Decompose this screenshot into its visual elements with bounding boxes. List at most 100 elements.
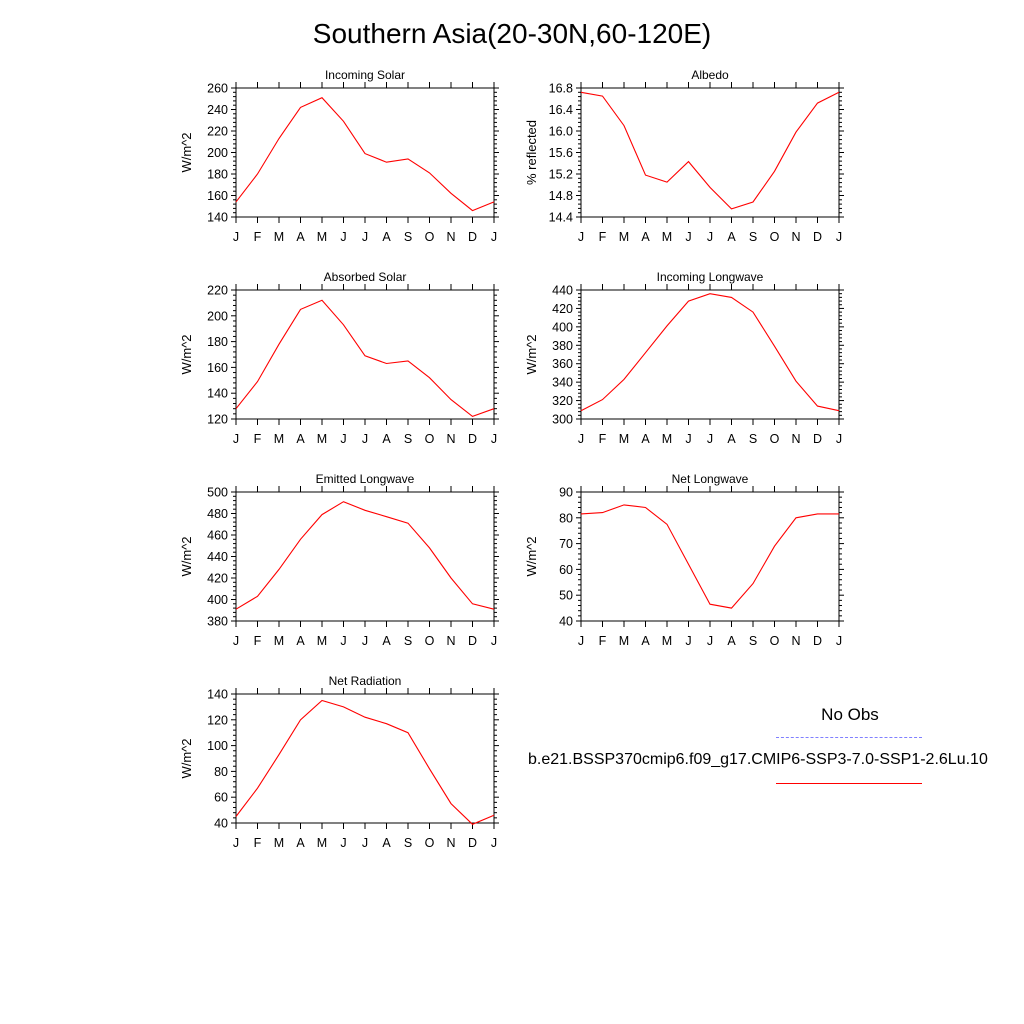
x-tick-label: N <box>791 634 800 648</box>
x-tick-label: M <box>619 432 629 446</box>
x-tick-label: O <box>425 836 435 850</box>
plot-frame <box>580 491 840 622</box>
legend-obs-line <box>776 737 922 738</box>
x-tick-label: M <box>317 432 327 446</box>
x-tick-label: O <box>770 432 780 446</box>
y-tick-label: 100 <box>207 739 228 753</box>
y-tick-label: 380 <box>552 339 573 353</box>
x-tick-label: A <box>727 432 736 446</box>
y-tick-label: 160 <box>207 361 228 375</box>
x-tick-label: A <box>296 230 305 244</box>
x-tick-label: N <box>446 432 455 446</box>
y-tick-label: 120 <box>207 713 228 727</box>
x-tick-label: F <box>599 230 607 244</box>
y-tick-label: 70 <box>559 537 573 551</box>
x-tick-label: J <box>233 230 239 244</box>
y-tick-label: 420 <box>207 572 228 586</box>
x-tick-label: J <box>233 634 239 648</box>
y-tick-label: 80 <box>559 511 573 525</box>
y-tick-label: 16.8 <box>549 82 573 96</box>
x-tick-label: A <box>641 634 650 648</box>
y-tick-label: 200 <box>207 146 228 160</box>
x-tick-label: J <box>836 432 842 446</box>
x-tick-label: J <box>340 634 346 648</box>
y-tick-label: 180 <box>207 335 228 349</box>
x-tick-label: F <box>254 432 262 446</box>
y-tick-label: 420 <box>552 302 573 316</box>
y-tick-label: 360 <box>552 357 573 371</box>
y-tick-label: 440 <box>207 550 228 564</box>
panel-title: Incoming Solar <box>325 68 405 82</box>
plot-frame <box>580 87 840 218</box>
series-line <box>235 299 495 418</box>
y-tick-label: 320 <box>552 394 573 408</box>
x-tick-label: J <box>362 634 368 648</box>
x-tick-label: O <box>770 634 780 648</box>
page-title: Southern Asia(20-30N,60-120E) <box>312 18 712 49</box>
x-tick-label: N <box>791 432 800 446</box>
panel-title: Net Longwave <box>672 472 749 486</box>
x-tick-label: J <box>707 634 713 648</box>
x-tick-label: S <box>749 230 757 244</box>
x-tick-label: O <box>425 634 435 648</box>
plot-frame <box>235 491 495 622</box>
x-tick-label: A <box>641 230 650 244</box>
plot-frame <box>580 289 840 420</box>
x-tick-label: D <box>468 836 477 850</box>
y-axis-label: % reflected <box>524 120 539 185</box>
y-tick-label: 120 <box>207 413 228 427</box>
y-tick-label: 220 <box>207 284 228 298</box>
x-tick-label: A <box>641 432 650 446</box>
x-tick-label: A <box>382 230 391 244</box>
x-tick-label: N <box>791 230 800 244</box>
series-line <box>580 293 840 412</box>
y-tick-label: 15.6 <box>549 146 573 160</box>
y-tick-label: 15.2 <box>549 168 573 182</box>
y-tick-label: 220 <box>207 125 228 139</box>
x-tick-label: S <box>404 634 412 648</box>
x-tick-label: J <box>233 432 239 446</box>
x-tick-label: D <box>813 634 822 648</box>
y-axis-label: W/m^2 <box>179 334 194 374</box>
series-line <box>235 501 495 610</box>
series-line <box>235 699 495 825</box>
x-tick-label: A <box>296 634 305 648</box>
x-tick-label: A <box>296 836 305 850</box>
x-tick-label: J <box>233 836 239 850</box>
panel-emitted-longwave: Emitted Longwave W/m^2 380 400 420 440 460 480 5… <box>179 472 499 648</box>
legend-model-line <box>776 783 922 784</box>
y-tick-label: 140 <box>207 387 228 401</box>
x-tick-label: J <box>707 432 713 446</box>
legend-obs-label: No Obs <box>821 705 879 724</box>
x-tick-label: J <box>340 432 346 446</box>
x-tick-label: J <box>707 230 713 244</box>
plot-frame <box>235 693 495 824</box>
x-tick-label: F <box>254 230 262 244</box>
x-tick-label: J <box>685 230 691 244</box>
y-tick-label: 50 <box>559 589 573 603</box>
y-axis-label: W/m^2 <box>179 536 194 576</box>
x-tick-label: A <box>727 230 736 244</box>
x-tick-label: J <box>491 836 497 850</box>
x-tick-label: S <box>749 634 757 648</box>
panel-incoming-solar: Incoming Solar W/m^2 140 160 180 200 220 240 260… <box>179 68 499 244</box>
x-tick-label: F <box>254 634 262 648</box>
x-tick-label: S <box>404 432 412 446</box>
x-tick-label: S <box>404 836 412 850</box>
x-tick-label: O <box>770 230 780 244</box>
x-tick-label: A <box>382 634 391 648</box>
x-tick-label: F <box>599 634 607 648</box>
plot-frame <box>235 87 495 218</box>
x-tick-label: A <box>382 432 391 446</box>
y-tick-label: 400 <box>207 593 228 607</box>
legend-model-label: b.e21.BSSP370cmip6.f09_g17.CMIP6-SSP3-7.… <box>528 751 988 768</box>
x-tick-label: J <box>340 836 346 850</box>
y-tick-label: 180 <box>207 168 228 182</box>
x-tick-label: J <box>836 634 842 648</box>
y-axis-label: W/m^2 <box>524 536 539 576</box>
x-tick-label: J <box>362 836 368 850</box>
x-tick-label: F <box>254 836 262 850</box>
x-tick-label: M <box>619 230 629 244</box>
